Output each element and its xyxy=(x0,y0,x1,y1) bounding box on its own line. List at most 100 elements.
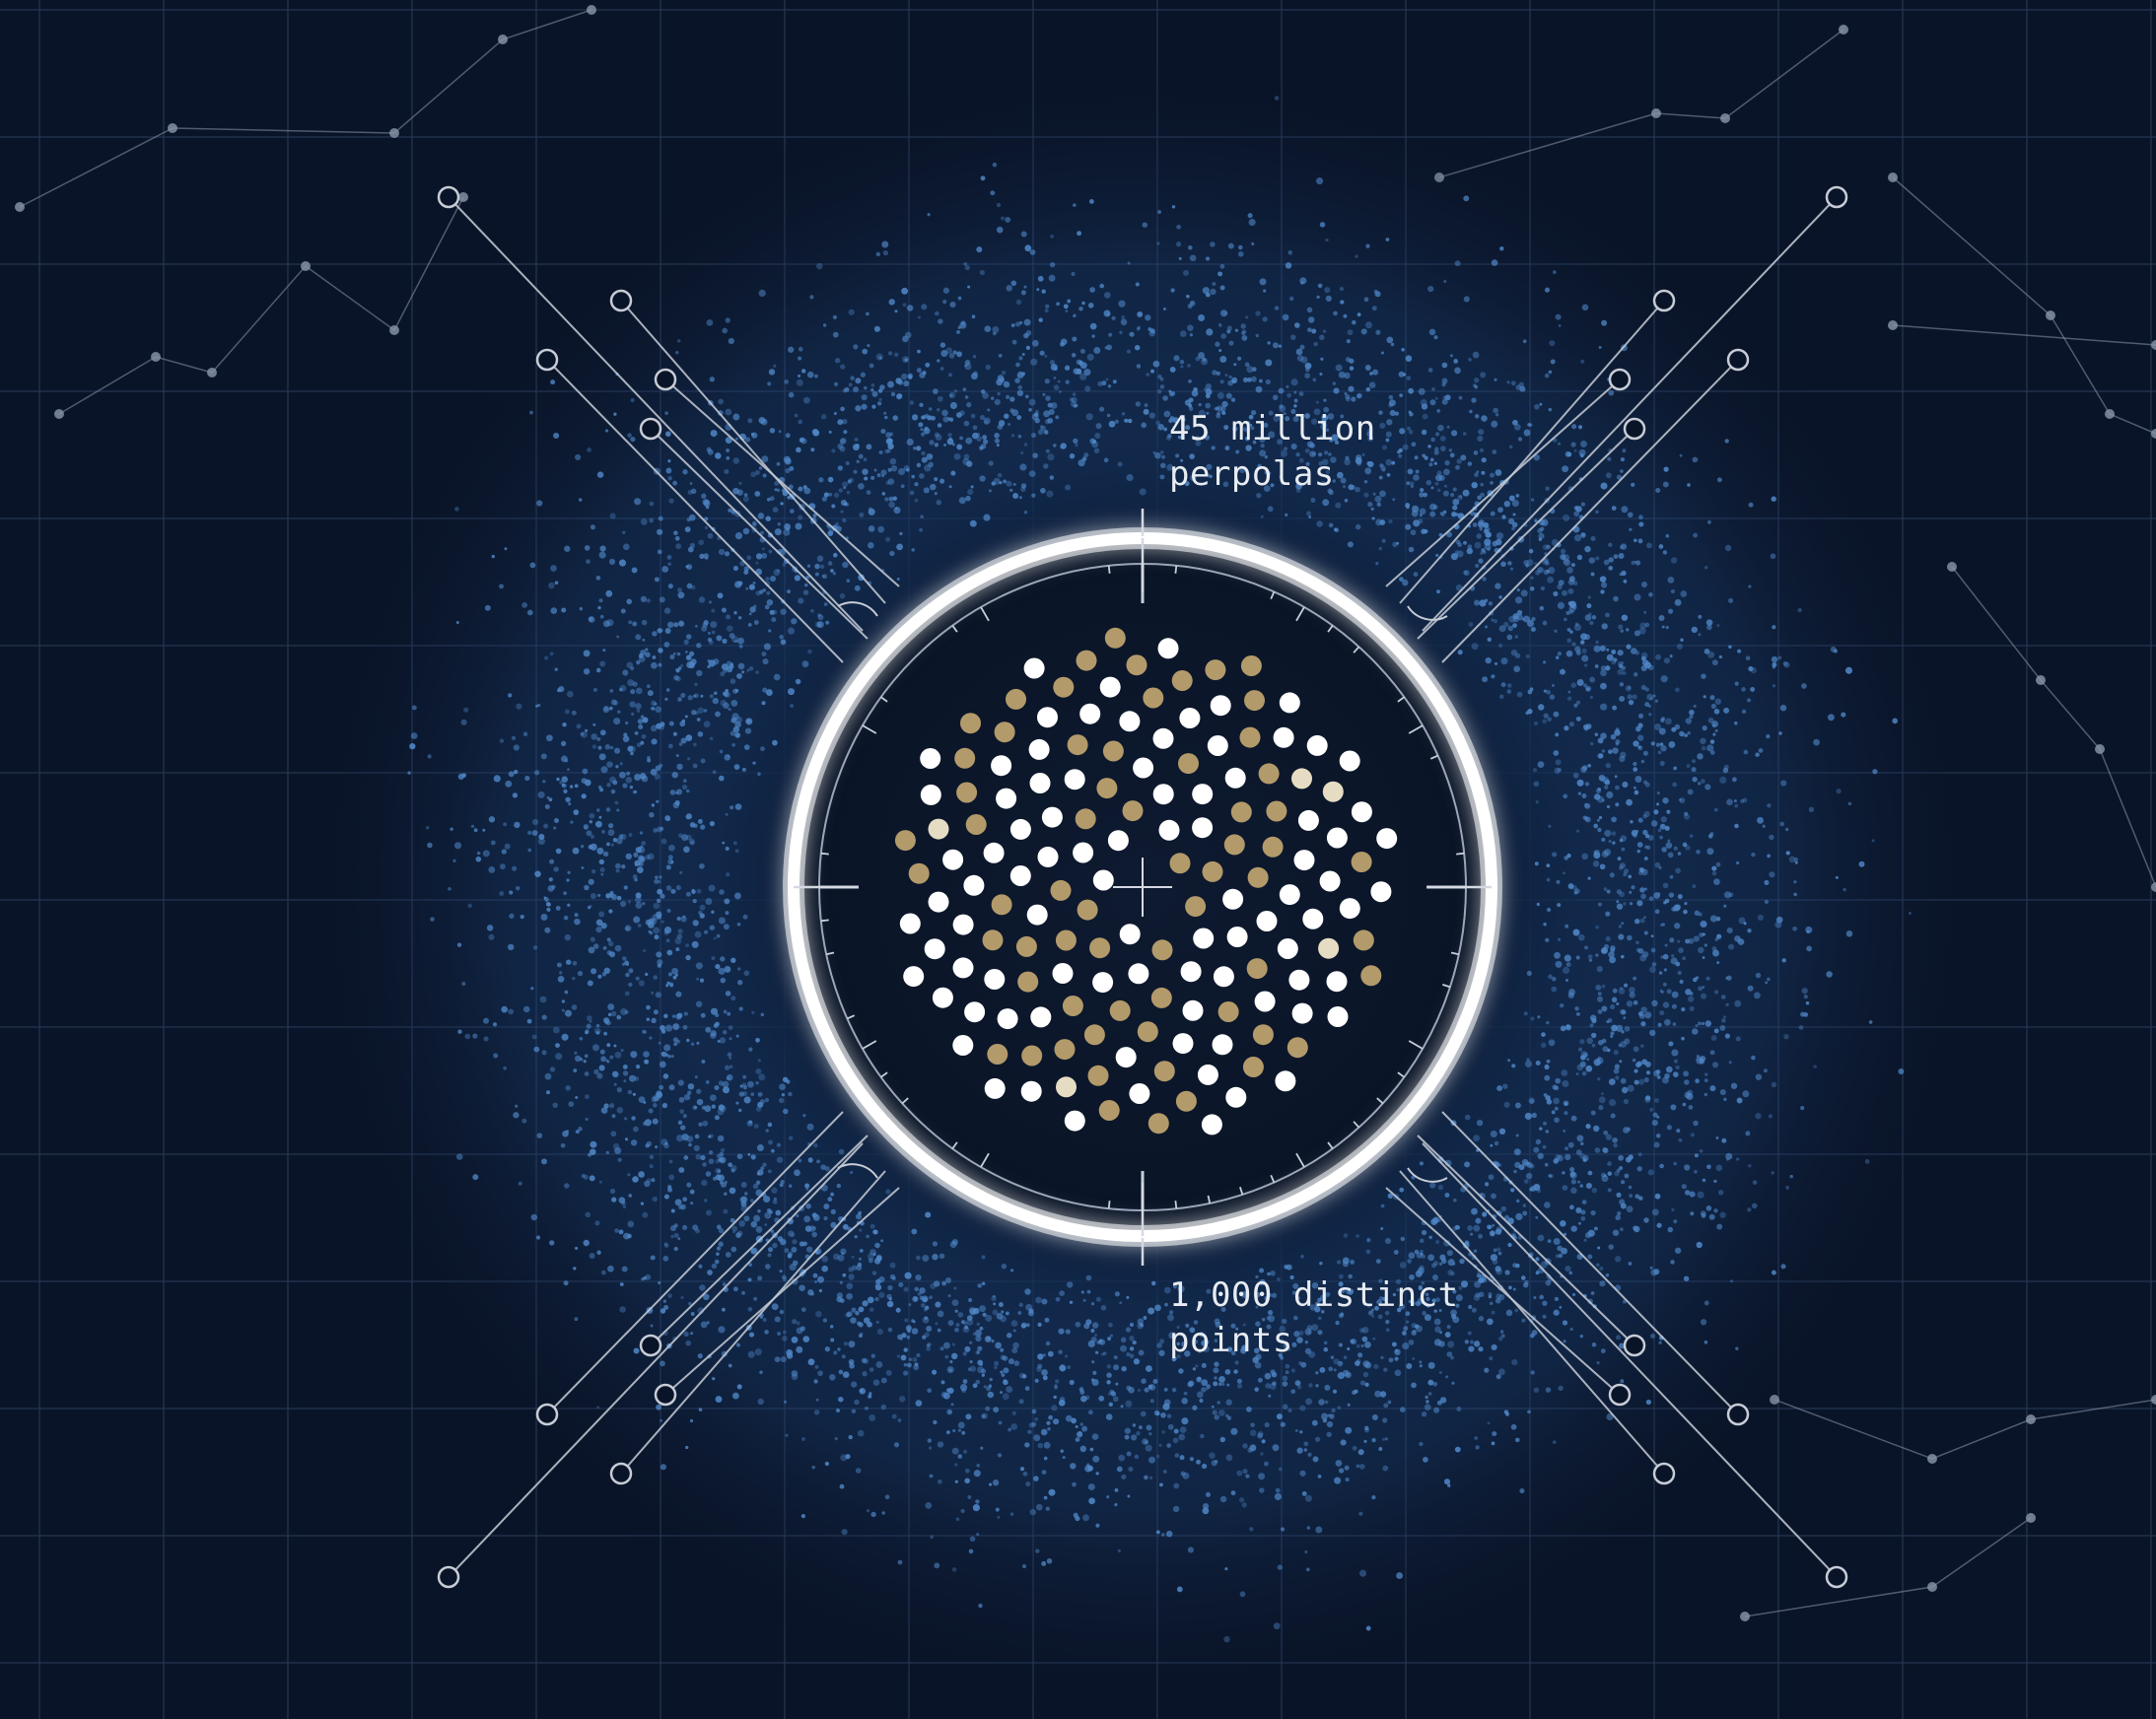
particle xyxy=(1531,1330,1538,1336)
particle xyxy=(548,582,555,589)
particle xyxy=(1568,722,1574,727)
particle xyxy=(1510,1188,1515,1193)
particle xyxy=(1047,1350,1054,1357)
particle xyxy=(1558,1253,1564,1259)
particle xyxy=(736,1153,743,1160)
particle xyxy=(1615,1075,1620,1080)
particle xyxy=(920,428,924,432)
particle xyxy=(1566,628,1571,632)
particle xyxy=(627,433,632,438)
particle xyxy=(881,241,889,248)
particle xyxy=(589,1253,595,1260)
particle xyxy=(975,432,981,438)
particle xyxy=(1677,852,1682,856)
particle xyxy=(575,1246,579,1251)
particle xyxy=(704,1105,712,1113)
constellation-star xyxy=(1888,320,1898,330)
particle xyxy=(1675,867,1681,874)
particle xyxy=(1555,759,1562,766)
particle xyxy=(1493,1248,1497,1253)
particle xyxy=(1701,1021,1704,1026)
particle xyxy=(1486,1318,1494,1326)
particle xyxy=(897,1559,903,1565)
particle xyxy=(716,1252,720,1257)
particle xyxy=(1544,1202,1551,1208)
particle xyxy=(1544,1064,1550,1070)
particle xyxy=(833,1350,838,1355)
particle xyxy=(515,885,521,891)
particle xyxy=(1270,1369,1276,1375)
particle xyxy=(1373,1363,1379,1370)
particle xyxy=(1611,659,1617,665)
particle xyxy=(1287,1408,1292,1413)
particle xyxy=(596,471,604,478)
particle xyxy=(1560,668,1565,675)
particle xyxy=(673,674,679,681)
particle xyxy=(1637,745,1641,749)
particle xyxy=(1356,1234,1359,1238)
particle xyxy=(1678,1137,1683,1142)
particle xyxy=(616,808,620,812)
particle xyxy=(842,517,847,523)
particle xyxy=(1347,541,1354,548)
particle xyxy=(617,710,621,715)
particle xyxy=(452,859,456,863)
particle xyxy=(1020,231,1027,238)
particle xyxy=(695,1153,702,1160)
particle xyxy=(1249,1527,1254,1532)
particle xyxy=(541,779,546,784)
particle xyxy=(1455,464,1460,470)
particle xyxy=(1646,845,1651,850)
particle xyxy=(884,1494,890,1500)
particle xyxy=(733,764,740,770)
particle xyxy=(1111,315,1116,320)
particle xyxy=(747,418,753,424)
particle xyxy=(470,824,475,829)
particle xyxy=(1643,810,1650,818)
particle xyxy=(1596,818,1600,822)
particle xyxy=(1478,1316,1485,1322)
particle xyxy=(1382,1417,1388,1423)
particle xyxy=(1661,847,1667,853)
particle xyxy=(629,1074,636,1082)
particle xyxy=(482,1017,490,1024)
particle xyxy=(518,1181,522,1186)
particle xyxy=(1631,482,1635,487)
particle xyxy=(688,1301,692,1306)
particle xyxy=(718,1241,724,1247)
particle xyxy=(1228,375,1232,378)
particle xyxy=(799,1284,805,1291)
particle xyxy=(1100,1305,1107,1311)
particle xyxy=(1405,1311,1411,1317)
particle xyxy=(1669,654,1673,658)
particle xyxy=(1053,384,1060,390)
particle xyxy=(1590,572,1595,577)
particle xyxy=(1136,1431,1141,1436)
particle xyxy=(1607,1188,1612,1193)
particle xyxy=(611,1114,616,1119)
particle xyxy=(1654,861,1661,868)
particle xyxy=(1792,926,1797,931)
particle xyxy=(878,1291,885,1299)
particle xyxy=(875,1254,882,1261)
particle xyxy=(896,543,903,551)
particle xyxy=(1177,435,1182,440)
particle xyxy=(1221,410,1226,416)
particle xyxy=(854,1399,860,1406)
particle xyxy=(780,502,784,506)
particle xyxy=(1593,852,1601,860)
particle xyxy=(1078,1387,1084,1392)
particle xyxy=(1430,437,1435,443)
particle xyxy=(1407,468,1414,475)
particle xyxy=(1260,444,1265,448)
particle xyxy=(568,1101,575,1107)
particle xyxy=(1056,302,1060,307)
particle xyxy=(1180,365,1184,369)
particle xyxy=(475,856,482,862)
particle xyxy=(1425,1395,1428,1400)
particle xyxy=(975,1379,981,1385)
particle xyxy=(908,375,913,379)
particle xyxy=(1575,1206,1582,1213)
particle xyxy=(631,1116,636,1121)
particle xyxy=(1142,222,1148,228)
